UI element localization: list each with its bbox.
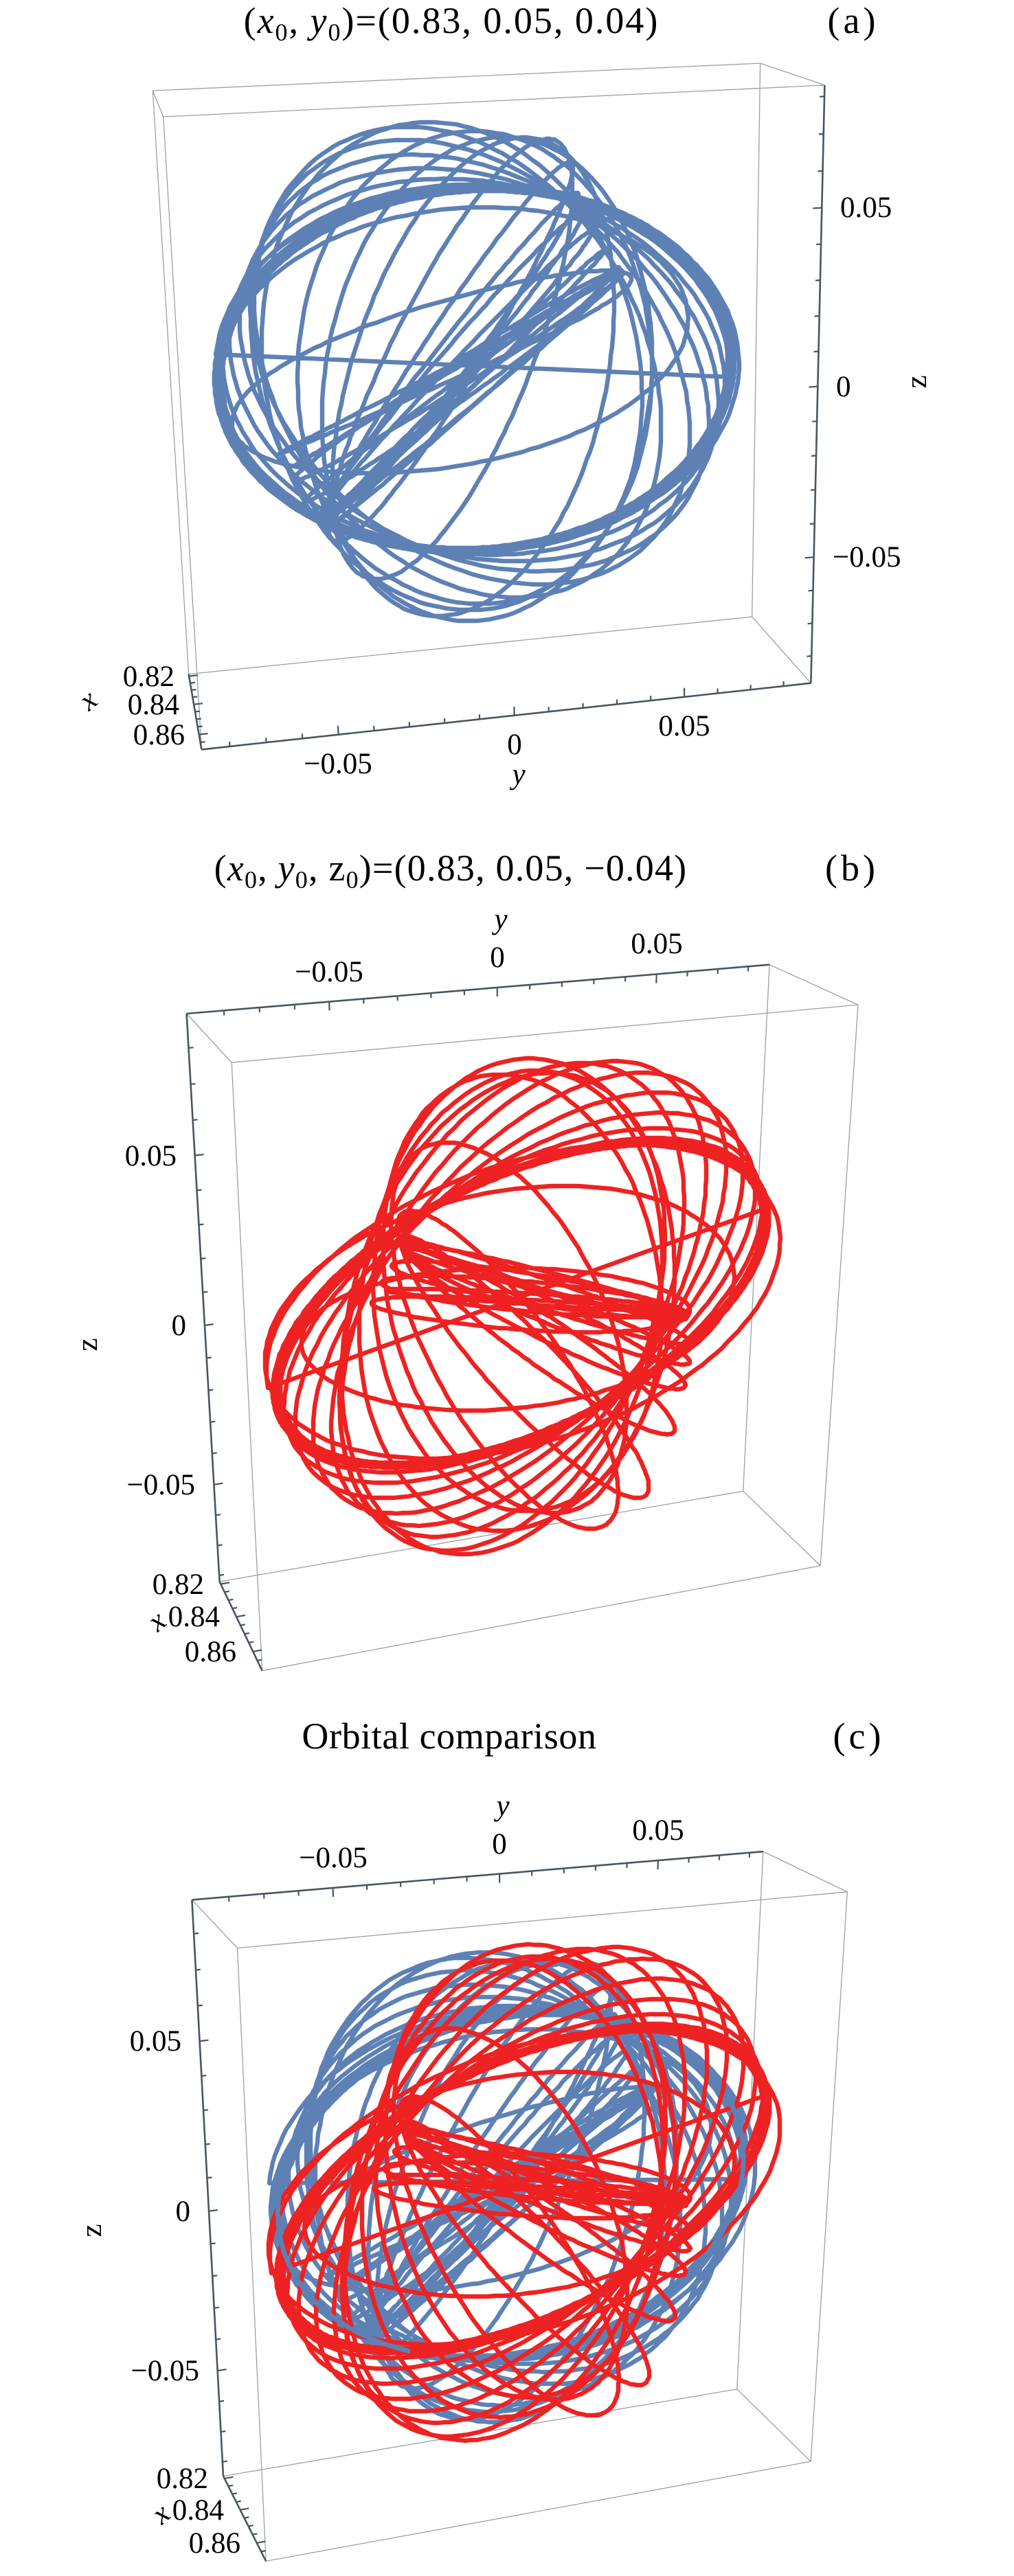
svg-text:0: 0 [490,942,505,974]
svg-text:0.82: 0.82 [153,1569,204,1601]
svg-text:0.82: 0.82 [123,661,174,693]
svg-text:0.82: 0.82 [157,2463,208,2495]
svg-text:0: 0 [492,1828,507,1860]
svg-text:−0.05: −0.05 [131,2355,199,2387]
svg-text:z: z [76,2224,108,2237]
svg-text:0: 0 [836,371,851,403]
svg-text:0.86: 0.86 [185,1636,236,1668]
svg-text:(x0, y0)=(0.83, 0.05, 0.04): (x0, y0)=(0.83, 0.05, 0.04) [244,0,660,46]
svg-text:0.05: 0.05 [632,1814,684,1847]
svg-text:0.84: 0.84 [172,2494,224,2527]
svg-text:y: y [493,1790,510,1822]
svg-text:y: y [491,903,508,935]
svg-text:0: 0 [176,2196,191,2228]
svg-text:−0.05: −0.05 [299,1842,368,1874]
svg-text:−0.05: −0.05 [304,748,372,780]
svg-text:(x0, y0, z0)=(0.83, 0.05, −0.0: (x0, y0, z0)=(0.83, 0.05, −0.04) [214,847,688,893]
svg-text:−0.05: −0.05 [126,1469,195,1501]
svg-text:0.05: 0.05 [840,192,892,224]
svg-text:0.84: 0.84 [128,689,179,721]
svg-text:z: z [71,1338,104,1351]
svg-text:(b): (b) [825,847,879,889]
svg-text:0.05: 0.05 [631,928,682,960]
svg-text:(c): (c) [833,1716,885,1757]
svg-text:0.05: 0.05 [658,710,710,742]
svg-text:z: z [901,375,933,388]
svg-text:Orbital comparison: Orbital comparison [302,1716,596,1757]
svg-text:−0.05: −0.05 [833,541,901,573]
svg-text:0.05: 0.05 [125,1140,177,1172]
svg-text:(a): (a) [828,0,879,41]
svg-text:0.86: 0.86 [133,719,185,751]
svg-text:−0.05: −0.05 [295,956,363,988]
svg-text:0.84: 0.84 [168,1601,220,1633]
svg-text:0: 0 [172,1310,187,1342]
svg-text:0.05: 0.05 [130,2025,181,2058]
svg-text:0.86: 0.86 [189,2527,240,2560]
svg-text:0: 0 [507,729,522,761]
svg-text:y: y [509,758,526,790]
